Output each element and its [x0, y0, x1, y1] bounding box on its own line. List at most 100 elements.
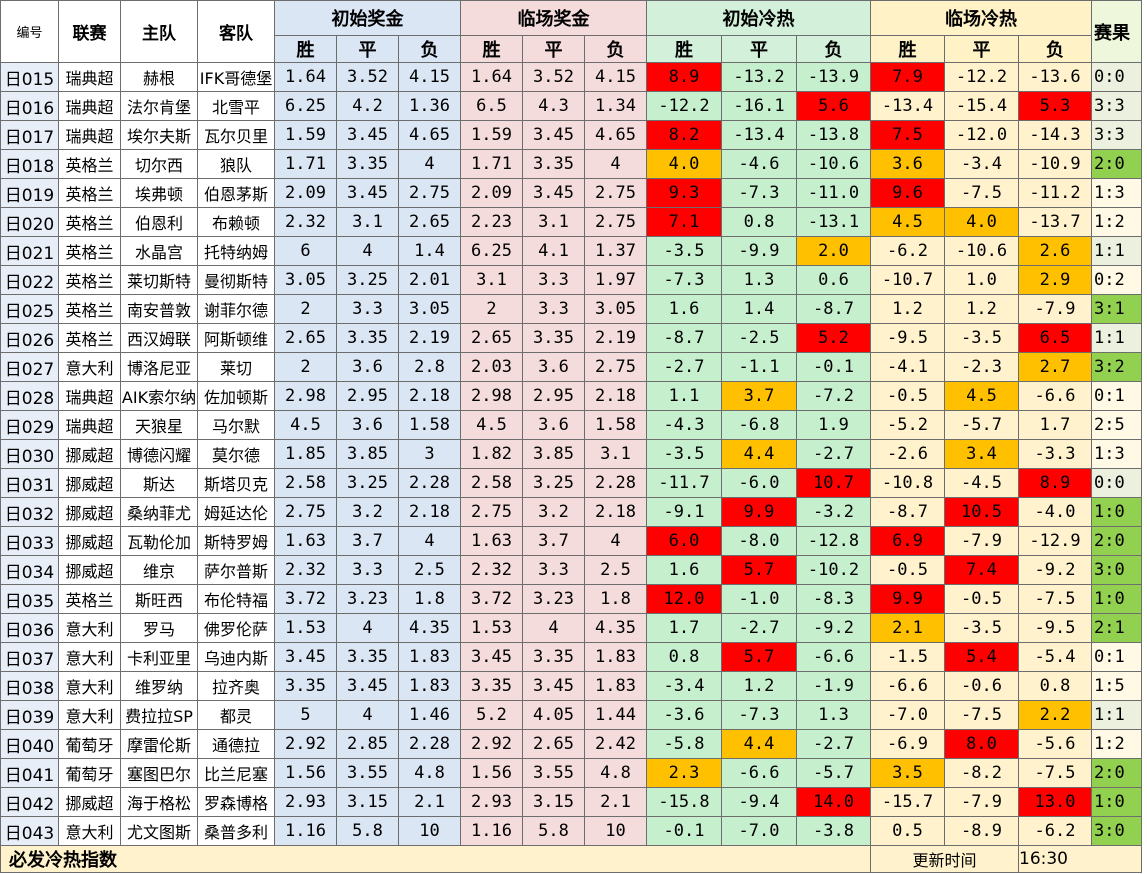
- cell-id[interactable]: 日017: [0, 120, 59, 150]
- cell-lheat-draw[interactable]: -15.4: [944, 91, 1019, 121]
- cell-lheat-draw[interactable]: 4.0: [944, 207, 1019, 237]
- cell-live-loss[interactable]: 2.75: [584, 352, 647, 382]
- cell-iheat-draw[interactable]: -7.3: [721, 178, 797, 208]
- cell-live-draw[interactable]: 3.45: [522, 120, 585, 150]
- cell-league[interactable]: 挪威超: [58, 555, 121, 585]
- cell-league[interactable]: 瑞典超: [58, 91, 121, 121]
- cell-live-loss[interactable]: 2.28: [584, 468, 647, 498]
- cell-away[interactable]: 北雪平: [197, 91, 275, 121]
- cell-home[interactable]: 维京: [120, 555, 198, 585]
- cell-lheat-win[interactable]: 3.5: [870, 758, 945, 788]
- cell-initial-draw[interactable]: 4: [336, 236, 399, 266]
- cell-lheat-draw[interactable]: -7.9: [944, 526, 1019, 556]
- cell-initial-win[interactable]: 3.05: [274, 265, 337, 295]
- cell-lheat-loss[interactable]: -14.3: [1018, 120, 1092, 150]
- cell-live-win[interactable]: 2.75: [460, 497, 523, 527]
- cell-league[interactable]: 葡萄牙: [58, 729, 121, 759]
- cell-lheat-draw[interactable]: -4.5: [944, 468, 1019, 498]
- cell-live-loss[interactable]: 1.83: [584, 642, 647, 672]
- cell-id[interactable]: 日018: [0, 149, 59, 179]
- cell-id[interactable]: 日032: [0, 497, 59, 527]
- cell-live-loss[interactable]: 2.75: [584, 178, 647, 208]
- cell-lheat-win[interactable]: -6.6: [870, 671, 945, 701]
- cell-lheat-win[interactable]: 3.6: [870, 149, 945, 179]
- cell-lheat-loss[interactable]: 5.3: [1018, 91, 1092, 121]
- cell-away[interactable]: 姆延达伦: [197, 497, 275, 527]
- cell-initial-win[interactable]: 1.56: [274, 758, 337, 788]
- cell-initial-win[interactable]: 2.65: [274, 323, 337, 353]
- cell-iheat-win[interactable]: 0.8: [646, 642, 722, 672]
- cell-iheat-draw[interactable]: -4.6: [721, 149, 797, 179]
- cell-initial-draw[interactable]: 3.25: [336, 265, 399, 295]
- cell-iheat-win[interactable]: -9.1: [646, 497, 722, 527]
- cell-home[interactable]: 斯达: [120, 468, 198, 498]
- cell-initial-draw[interactable]: 3.1: [336, 207, 399, 237]
- cell-initial-win[interactable]: 2.93: [274, 787, 337, 817]
- cell-result[interactable]: 3:3: [1091, 91, 1142, 121]
- cell-iheat-win[interactable]: -3.6: [646, 700, 722, 730]
- cell-lheat-win[interactable]: -6.9: [870, 729, 945, 759]
- cell-live-win[interactable]: 2.93: [460, 787, 523, 817]
- cell-live-draw[interactable]: 3.6: [522, 352, 585, 382]
- cell-id[interactable]: 日022: [0, 265, 59, 295]
- cell-live-draw[interactable]: 2.65: [522, 729, 585, 759]
- cell-live-draw[interactable]: 3.23: [522, 584, 585, 614]
- cell-iheat-loss[interactable]: 10.7: [796, 468, 871, 498]
- cell-league[interactable]: 瑞典超: [58, 120, 121, 150]
- cell-result[interactable]: 0:2: [1091, 265, 1142, 295]
- cell-away[interactable]: 布赖顿: [197, 207, 275, 237]
- cell-home[interactable]: 博洛尼亚: [120, 352, 198, 382]
- cell-initial-win[interactable]: 2.75: [274, 497, 337, 527]
- cell-initial-win[interactable]: 3.35: [274, 671, 337, 701]
- cell-away[interactable]: 比兰尼塞: [197, 758, 275, 788]
- cell-iheat-win[interactable]: 1.6: [646, 294, 722, 324]
- cell-away[interactable]: 斯特罗姆: [197, 526, 275, 556]
- cell-lheat-draw[interactable]: 3.4: [944, 439, 1019, 469]
- cell-initial-draw[interactable]: 3.45: [336, 671, 399, 701]
- cell-result[interactable]: 2:5: [1091, 410, 1142, 440]
- cell-initial-loss[interactable]: 2.5: [398, 555, 461, 585]
- cell-iheat-win[interactable]: -3.5: [646, 236, 722, 266]
- cell-lheat-draw[interactable]: 10.5: [944, 497, 1019, 527]
- cell-live-loss[interactable]: 2.18: [584, 497, 647, 527]
- cell-live-loss[interactable]: 2.5: [584, 555, 647, 585]
- cell-initial-loss[interactable]: 2.28: [398, 729, 461, 759]
- cell-lheat-loss[interactable]: -3.3: [1018, 439, 1092, 469]
- cell-id[interactable]: 日043: [0, 816, 59, 846]
- cell-initial-draw[interactable]: 3.6: [336, 410, 399, 440]
- cell-initial-win[interactable]: 2: [274, 294, 337, 324]
- cell-result[interactable]: 2:0: [1091, 526, 1142, 556]
- cell-id[interactable]: 日040: [0, 729, 59, 759]
- cell-initial-loss[interactable]: 1.8: [398, 584, 461, 614]
- cell-home[interactable]: 瓦勒伦加: [120, 526, 198, 556]
- cell-home[interactable]: 斯旺西: [120, 584, 198, 614]
- cell-live-draw[interactable]: 3.85: [522, 439, 585, 469]
- cell-live-win[interactable]: 1.71: [460, 149, 523, 179]
- cell-live-draw[interactable]: 2.95: [522, 381, 585, 411]
- cell-id[interactable]: 日027: [0, 352, 59, 382]
- cell-live-loss[interactable]: 2.18: [584, 381, 647, 411]
- cell-iheat-draw[interactable]: -2.5: [721, 323, 797, 353]
- cell-id[interactable]: 日028: [0, 381, 59, 411]
- cell-iheat-draw[interactable]: -9.4: [721, 787, 797, 817]
- cell-league[interactable]: 意大利: [58, 700, 121, 730]
- cell-live-win[interactable]: 2.09: [460, 178, 523, 208]
- cell-initial-loss[interactable]: 2.18: [398, 381, 461, 411]
- cell-live-loss[interactable]: 3.1: [584, 439, 647, 469]
- cell-lheat-loss[interactable]: -6.6: [1018, 381, 1092, 411]
- cell-league[interactable]: 英格兰: [58, 236, 121, 266]
- cell-iheat-draw[interactable]: -7.0: [721, 816, 797, 846]
- cell-initial-draw[interactable]: 3.85: [336, 439, 399, 469]
- cell-home[interactable]: 切尔西: [120, 149, 198, 179]
- cell-iheat-win[interactable]: -0.1: [646, 816, 722, 846]
- cell-live-win[interactable]: 3.35: [460, 671, 523, 701]
- cell-iheat-win[interactable]: 9.3: [646, 178, 722, 208]
- cell-id[interactable]: 日029: [0, 410, 59, 440]
- cell-live-loss[interactable]: 1.34: [584, 91, 647, 121]
- cell-home[interactable]: 法尔肯堡: [120, 91, 198, 121]
- cell-live-win[interactable]: 1.53: [460, 613, 523, 643]
- cell-iheat-win[interactable]: -7.3: [646, 265, 722, 295]
- cell-iheat-loss[interactable]: 14.0: [796, 787, 871, 817]
- cell-initial-draw[interactable]: 3.35: [336, 149, 399, 179]
- cell-iheat-win[interactable]: 12.0: [646, 584, 722, 614]
